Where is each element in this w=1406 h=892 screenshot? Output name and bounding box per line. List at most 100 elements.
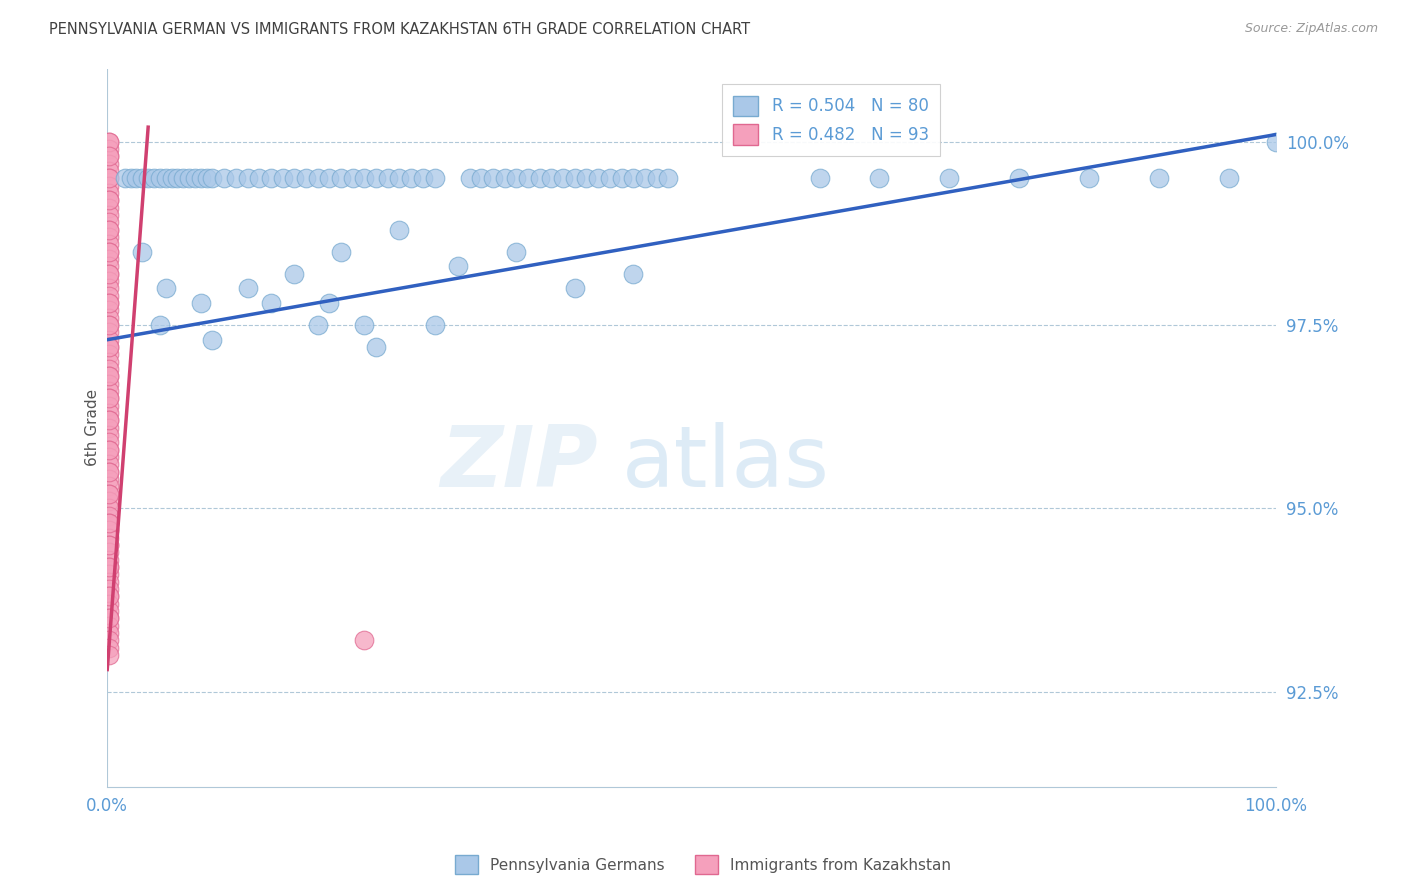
Point [143,171,166,186]
Point [98,442,121,457]
Point [98,289,121,303]
Point [564,281,586,295]
Point [540,171,562,186]
Point [98,486,121,500]
Point [131,171,153,186]
Point [295,171,318,186]
Point [98,406,121,420]
Point [586,171,609,186]
Point [98,230,121,244]
Point [98,589,121,603]
Point [98,531,121,545]
Point [98,208,121,222]
Point [149,318,172,332]
Point [98,333,121,347]
Point [98,194,121,208]
Point [98,149,121,163]
Point [184,171,207,186]
Point [283,171,305,186]
Point [98,369,121,384]
Point [505,171,527,186]
Point [342,171,364,186]
Point [98,171,121,186]
Point [423,318,446,332]
Point [195,171,218,186]
Point [120,171,142,186]
Point [177,171,200,186]
Point [868,171,890,186]
Point [353,633,375,648]
Point [98,582,121,596]
Point [388,223,411,237]
Point [1078,171,1101,186]
Point [98,142,121,156]
Point [1008,171,1031,186]
Point [330,171,353,186]
Point [98,560,121,574]
Point [98,567,121,582]
Point [98,267,121,281]
Point [353,171,375,186]
Point [98,186,121,201]
Point [447,260,470,274]
Point [172,171,194,186]
Point [98,552,121,566]
Point [190,296,212,310]
Point [98,604,121,618]
Point [98,420,121,434]
Point [98,281,121,295]
Point [98,149,121,163]
Point [98,589,121,603]
Text: atlas: atlas [621,422,830,505]
Point [621,171,644,186]
Point [98,223,121,237]
Point [307,171,329,186]
Point [260,171,283,186]
Point [98,516,121,530]
Point [98,215,121,229]
Point [160,171,183,186]
Point [98,479,121,493]
Point [470,171,492,186]
Point [551,171,574,186]
Point [98,465,121,479]
Point [98,538,121,552]
Point [98,545,121,559]
Point [98,574,121,589]
Point [190,171,212,186]
Point [98,296,121,310]
Point [98,538,121,552]
Point [1147,171,1170,186]
Point [98,428,121,442]
Point [318,171,340,186]
Point [98,626,121,640]
Point [98,369,121,384]
Point [98,318,121,332]
Point [136,171,159,186]
Point [155,281,177,295]
Point [98,296,121,310]
Point [307,318,329,332]
Point [412,171,434,186]
Point [364,171,387,186]
Point [98,560,121,574]
Point [98,310,121,325]
Point [482,171,505,186]
Point [938,171,960,186]
Point [98,340,121,354]
Point [98,347,121,361]
Point [98,611,121,625]
Point [98,326,121,340]
Point [149,171,172,186]
Point [98,472,121,486]
Point [98,413,121,427]
Point [399,171,422,186]
Y-axis label: 6th Grade: 6th Grade [86,389,100,467]
Point [98,303,121,318]
Point [98,201,121,215]
Point [98,465,121,479]
Point [98,648,121,662]
Point [131,244,153,259]
Point [283,267,305,281]
Point [98,355,121,369]
